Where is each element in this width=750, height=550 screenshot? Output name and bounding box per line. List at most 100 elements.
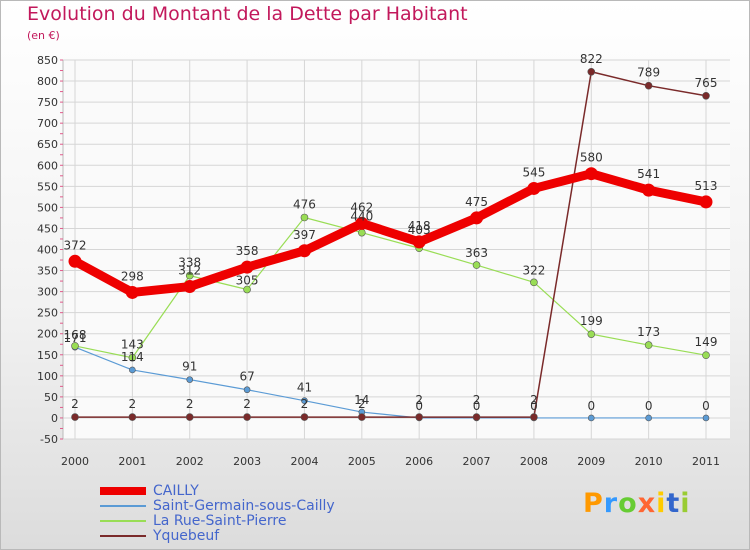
data-point-yquebeuf [702, 91, 710, 100]
data-point-cailly [68, 254, 82, 268]
data-point-cailly [699, 195, 713, 209]
y-tick-label: 0 [51, 412, 58, 425]
data-point-saint-germain-sous-cailly [702, 414, 710, 422]
series-line-yquebeuf [74, 71, 707, 418]
logo-letter: x [637, 488, 657, 519]
data-label-la-rue-saint-pierre: 149 [695, 335, 718, 349]
data-label-saint-germain-sous-cailly: 0 [530, 399, 538, 413]
data-label-saint-germain-sous-cailly: 67 [239, 370, 254, 384]
y-tick-label: 700 [37, 117, 58, 130]
x-tick-label: 2007 [463, 455, 491, 468]
data-label-la-rue-saint-pierre: 403 [408, 223, 431, 237]
data-point-cailly [355, 216, 369, 230]
data-label-la-rue-saint-pierre: 338 [178, 256, 201, 270]
data-label-yquebeuf: 2 [301, 397, 309, 411]
x-tick-label: 2005 [348, 455, 376, 468]
y-tick-label: 50 [44, 391, 58, 404]
data-point-la-rue-saint-pierre [300, 213, 309, 222]
data-point-cailly [470, 211, 484, 225]
y-tick-label: 100 [37, 370, 58, 383]
data-point-yquebeuf [71, 413, 79, 421]
data-label-saint-germain-sous-cailly: 0 [415, 399, 423, 413]
data-label-cailly: 312 [178, 264, 201, 278]
data-label-yquebeuf: 2 [358, 397, 366, 411]
data-label-cailly: 545 [522, 165, 545, 179]
data-label-cailly: 358 [236, 244, 259, 258]
x-tick-label: 2009 [577, 455, 605, 468]
data-label-la-rue-saint-pierre: 173 [637, 325, 660, 339]
data-label-saint-germain-sous-cailly: 14 [354, 393, 369, 407]
data-label-yquebeuf: 2 [415, 393, 423, 407]
x-tick-label: 2004 [290, 455, 318, 468]
data-label-saint-germain-sous-cailly: 0 [587, 399, 595, 413]
x-tick-label: 2000 [61, 455, 89, 468]
data-label-cailly: 580 [580, 151, 603, 165]
logo-letter: t [666, 488, 681, 519]
y-tick-label: 400 [37, 244, 58, 257]
data-point-yquebeuf [644, 81, 653, 90]
series-line-cailly [70, 169, 711, 297]
data-point-yquebeuf [530, 413, 538, 421]
legend-label: CAILLY [153, 483, 199, 499]
y-tick-label: 750 [37, 96, 58, 109]
y-tick-label: 500 [37, 201, 58, 214]
data-point-yquebeuf [587, 67, 596, 76]
data-point-yquebeuf [415, 413, 423, 421]
data-label-la-rue-saint-pierre: 171 [64, 331, 87, 345]
data-point-yquebeuf [128, 413, 137, 421]
data-label-cailly: 298 [121, 269, 144, 283]
data-label-cailly: 372 [64, 238, 87, 252]
data-label-yquebeuf: 789 [637, 66, 660, 80]
legend-swatch [100, 535, 146, 537]
logo-letter: i [656, 488, 667, 519]
data-point-yquebeuf [472, 413, 481, 421]
data-label-cailly: 397 [293, 228, 316, 242]
data-label-cailly: 462 [350, 200, 373, 214]
y-tick-label: 550 [37, 180, 58, 193]
legend-label: Yquebeuf [153, 528, 220, 544]
data-point-saint-germain-sous-cailly [587, 414, 595, 422]
chart-title: Evolution du Montant de la Dette par Hab… [27, 3, 468, 25]
data-label-cailly: 513 [695, 179, 718, 193]
data-point-yquebeuf [243, 413, 251, 421]
proxiti-logo: Proxiti [583, 488, 691, 519]
legend-swatch [100, 487, 146, 495]
data-point-la-rue-saint-pierre [71, 342, 79, 350]
data-point-cailly [240, 260, 254, 274]
data-point-yquebeuf [300, 413, 309, 421]
x-tick-label: 2003 [233, 455, 261, 468]
data-point-cailly [642, 183, 656, 197]
data-label-saint-germain-sous-cailly: 114 [121, 350, 144, 364]
data-label-cailly: 541 [637, 167, 660, 181]
legend-label: Saint-Germain-sous-Cailly [153, 498, 335, 514]
logo-letter: r [603, 488, 619, 519]
logo-letter: P [583, 488, 604, 519]
data-label-cailly: 418 [408, 219, 431, 233]
series-line-saint-germain-sous-cailly [74, 346, 707, 419]
data-point-saint-germain-sous-cailly [645, 414, 652, 422]
data-label-saint-germain-sous-cailly: 41 [297, 381, 312, 395]
data-label-saint-germain-sous-cailly: 168 [64, 328, 87, 342]
data-point-saint-germain-sous-cailly [129, 366, 136, 374]
x-tick-label: 2002 [176, 455, 204, 468]
data-label-la-rue-saint-pierre: 305 [236, 274, 259, 288]
data-label-yquebeuf: 2 [71, 397, 79, 411]
data-label-yquebeuf: 2 [530, 393, 538, 407]
y-tick-label: -50 [40, 433, 58, 446]
data-point-yquebeuf [185, 413, 194, 421]
data-label-cailly: 475 [465, 195, 488, 209]
data-label-la-rue-saint-pierre: 322 [522, 263, 545, 277]
legend-swatch [100, 520, 146, 522]
data-label-yquebeuf: 2 [186, 397, 194, 411]
data-label-yquebeuf: 2 [473, 393, 481, 407]
data-label-la-rue-saint-pierre: 476 [293, 197, 316, 211]
legend-swatch [100, 505, 146, 507]
data-point-cailly [527, 181, 541, 195]
data-point-la-rue-saint-pierre [644, 341, 653, 349]
data-label-la-rue-saint-pierre: 363 [465, 246, 488, 260]
y-tick-label: 450 [37, 222, 58, 235]
data-point-la-rue-saint-pierre [702, 351, 710, 359]
y-axis-unit-label: (en €) [27, 29, 60, 42]
y-tick-label: 350 [37, 265, 58, 278]
data-point-saint-germain-sous-cailly [243, 386, 251, 394]
